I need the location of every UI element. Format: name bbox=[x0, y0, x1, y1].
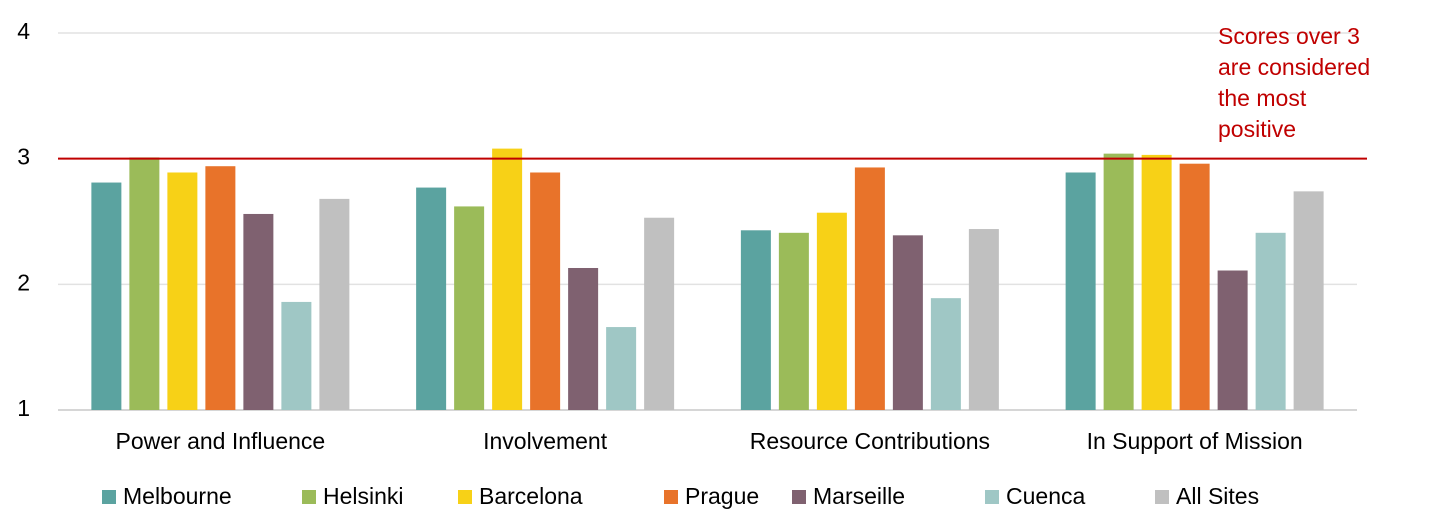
bar bbox=[968, 229, 999, 410]
y-tick-label: 4 bbox=[17, 18, 30, 44]
legend-label: Barcelona bbox=[479, 483, 583, 509]
legend-label: Cuenca bbox=[1006, 483, 1085, 509]
legend-label: Helsinki bbox=[323, 483, 404, 509]
x-tick-label: Power and Influence bbox=[116, 428, 326, 454]
y-tick-label: 1 bbox=[17, 395, 30, 421]
bar bbox=[740, 230, 771, 410]
legend-swatch bbox=[792, 490, 806, 504]
bar bbox=[205, 166, 236, 410]
bar bbox=[778, 232, 809, 410]
bar bbox=[892, 235, 923, 410]
legend-swatch bbox=[985, 490, 999, 504]
bar bbox=[492, 148, 523, 410]
bar bbox=[568, 267, 599, 410]
legend-swatch bbox=[102, 490, 116, 504]
bar bbox=[1065, 172, 1096, 410]
bar bbox=[243, 213, 274, 410]
bar bbox=[1179, 163, 1210, 410]
legend-swatch bbox=[664, 490, 678, 504]
bar bbox=[1255, 232, 1286, 410]
y-tick-label: 2 bbox=[17, 269, 30, 295]
bar bbox=[1217, 270, 1248, 410]
bar bbox=[644, 217, 675, 410]
legend-swatch bbox=[458, 490, 472, 504]
annotation: the most bbox=[1218, 85, 1307, 111]
bar bbox=[1103, 153, 1134, 410]
bar bbox=[930, 298, 961, 410]
bar bbox=[91, 182, 122, 410]
annotation: Scores over 3 bbox=[1218, 23, 1360, 49]
bar bbox=[606, 327, 637, 410]
legend-label: All Sites bbox=[1176, 483, 1259, 509]
bar bbox=[129, 157, 160, 410]
x-tick-label: Resource Contributions bbox=[750, 428, 990, 454]
bar bbox=[530, 172, 561, 410]
bar bbox=[281, 301, 312, 410]
bar bbox=[454, 206, 485, 410]
annotation: are considered bbox=[1218, 54, 1370, 80]
legend-swatch bbox=[302, 490, 316, 504]
bar bbox=[319, 198, 350, 410]
bar bbox=[416, 187, 447, 410]
bar bbox=[816, 212, 847, 410]
bar bbox=[1141, 154, 1172, 410]
legend-label: Marseille bbox=[813, 483, 905, 509]
y-tick-label: 3 bbox=[17, 144, 30, 170]
x-tick-label: Involvement bbox=[483, 428, 608, 454]
legend-label: Prague bbox=[685, 483, 759, 509]
bar bbox=[854, 167, 885, 410]
legend-label: Melbourne bbox=[123, 483, 232, 509]
bar bbox=[167, 172, 198, 410]
annotation: positive bbox=[1218, 116, 1296, 142]
legend-swatch bbox=[1155, 490, 1169, 504]
bar bbox=[1293, 191, 1324, 410]
x-tick-label: In Support of Mission bbox=[1087, 428, 1303, 454]
